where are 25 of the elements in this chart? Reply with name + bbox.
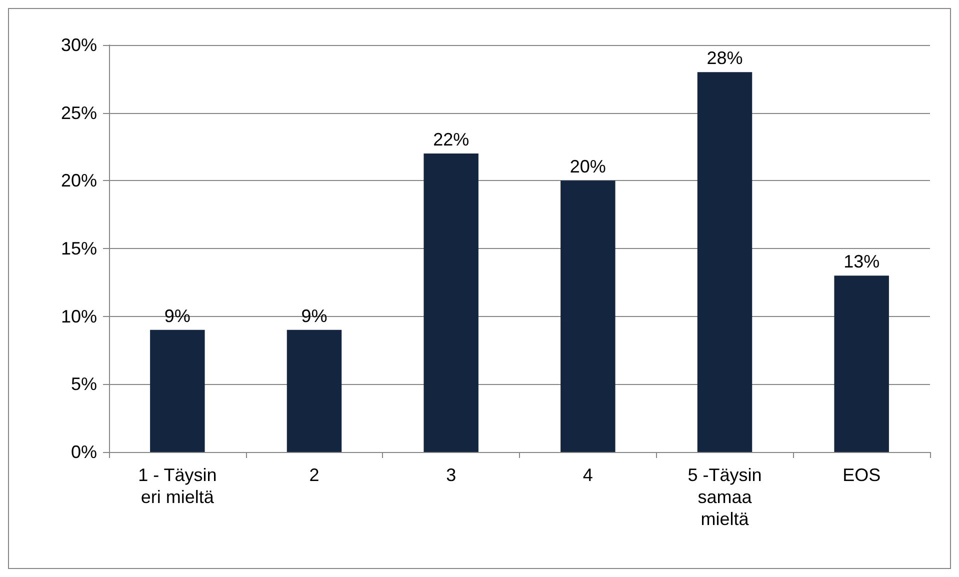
data-label: 22% xyxy=(433,130,470,150)
x-tick-label: 5 -Täysin samaa mieltä xyxy=(688,465,762,529)
data-label: 13% xyxy=(844,252,880,272)
x-tick-label: 3 xyxy=(446,465,456,485)
y-tick-label: 15% xyxy=(60,238,97,258)
bar xyxy=(697,72,752,452)
bar xyxy=(424,154,478,452)
x-tick-label: 2 xyxy=(309,465,320,485)
data-label: 20% xyxy=(570,156,606,177)
data-label: 9% xyxy=(164,306,190,326)
y-tick-label: 25% xyxy=(60,102,97,123)
y-tick-label: 5% xyxy=(70,374,97,394)
bar xyxy=(150,330,205,452)
y-tick-label: 30% xyxy=(60,35,97,55)
y-tick-label: 0% xyxy=(70,442,97,462)
y-tick-label: 10% xyxy=(60,306,97,326)
bar xyxy=(834,276,889,452)
x-tick-label: EOS xyxy=(842,465,881,485)
bar xyxy=(560,180,616,452)
x-tick-label: 4 xyxy=(582,465,593,485)
data-label: 9% xyxy=(301,306,328,326)
x-tick-label: 1 - Täysin eri mieltä xyxy=(138,465,217,507)
y-tick-label: 20% xyxy=(60,170,97,191)
data-label: 28% xyxy=(706,48,743,68)
bar xyxy=(286,330,342,452)
